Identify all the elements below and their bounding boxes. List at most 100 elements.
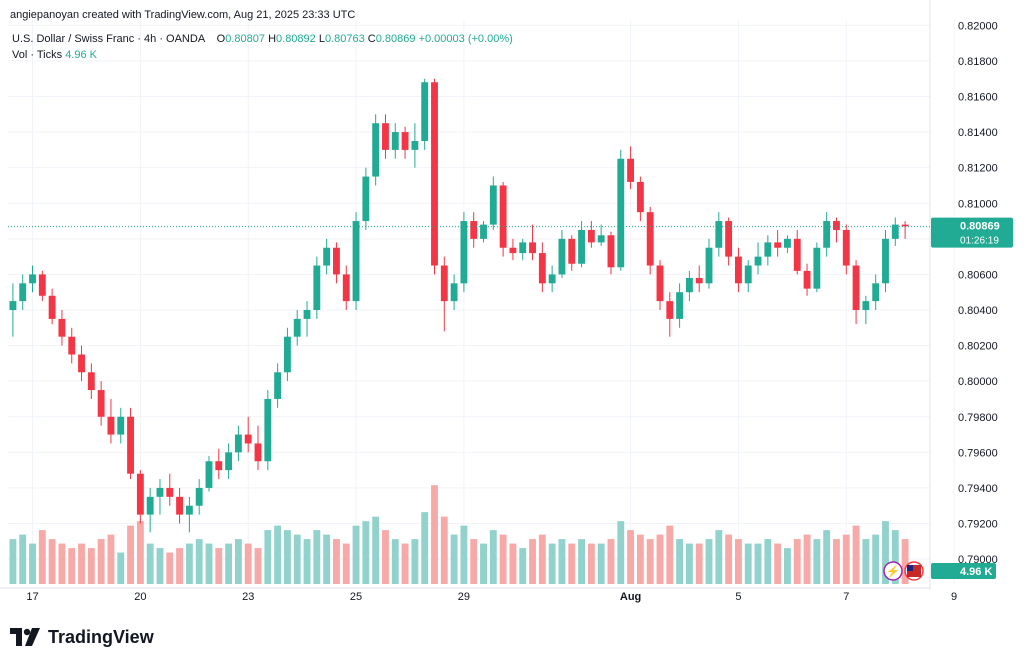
candle-body[interactable] [676, 292, 684, 319]
candle-body[interactable] [901, 224, 909, 227]
candle-body[interactable] [136, 473, 144, 515]
candle-body[interactable] [568, 238, 576, 264]
candle-body[interactable] [9, 301, 17, 311]
candle-body[interactable] [225, 452, 233, 471]
candle-body[interactable] [323, 247, 331, 266]
candle-body[interactable] [68, 336, 76, 355]
candle-body[interactable] [833, 221, 840, 230]
last-price-badge[interactable] [931, 217, 1013, 248]
candle-body[interactable] [803, 270, 811, 289]
candle-body[interactable] [784, 238, 791, 248]
candle-body[interactable] [293, 318, 301, 337]
candle-body[interactable] [58, 318, 66, 337]
candle-body[interactable] [666, 301, 674, 319]
candle-body[interactable] [254, 443, 262, 462]
candle-body[interactable] [793, 238, 801, 271]
candle-body[interactable] [872, 283, 880, 302]
events-icon[interactable] [883, 561, 903, 581]
candle-body[interactable] [391, 132, 399, 150]
candle-body[interactable] [862, 301, 870, 311]
candle-body[interactable] [823, 221, 831, 248]
candle-body[interactable] [813, 247, 821, 289]
candle-body[interactable] [78, 354, 85, 373]
candle-body[interactable] [774, 242, 782, 248]
candle-body[interactable] [166, 487, 174, 497]
candle-body[interactable] [744, 265, 752, 284]
candle-body[interactable] [333, 247, 340, 275]
candle-body[interactable] [185, 505, 193, 515]
candle-body[interactable] [754, 256, 762, 266]
candle-body[interactable] [244, 434, 252, 444]
candle-body[interactable] [519, 242, 527, 254]
candle-body[interactable] [87, 372, 95, 391]
candle-body[interactable] [176, 496, 184, 515]
candle-body[interactable] [421, 82, 429, 141]
candle-body[interactable] [342, 274, 350, 302]
candle-body[interactable] [107, 416, 115, 435]
candle-body[interactable] [283, 336, 291, 373]
candle-body[interactable] [636, 181, 644, 213]
candle-body[interactable] [234, 434, 242, 453]
tradingview-logo[interactable]: TradingView [10, 626, 154, 648]
candle-body[interactable] [450, 283, 458, 302]
candle-body[interactable] [38, 274, 46, 296]
candle-body[interactable] [19, 283, 27, 302]
candle-body[interactable] [734, 256, 742, 284]
candle-body[interactable] [264, 398, 272, 462]
volume-label[interactable]: Vol · Ticks [12, 49, 63, 61]
candle-body[interactable] [891, 224, 899, 239]
candle-body[interactable] [529, 242, 536, 254]
candle-body[interactable] [470, 221, 478, 239]
candle-body[interactable] [685, 277, 693, 293]
candle-body[interactable] [431, 82, 438, 266]
candle-body[interactable] [558, 238, 566, 275]
candle-body[interactable] [882, 238, 889, 284]
candle-body[interactable] [489, 185, 497, 225]
candle-body[interactable] [695, 277, 703, 284]
candle-body[interactable] [499, 185, 507, 248]
candle-body[interactable] [440, 265, 448, 302]
candle-body[interactable] [646, 212, 654, 266]
candle-body[interactable] [48, 295, 56, 319]
x-tick-label: 25 [350, 591, 362, 603]
candle-body[interactable] [656, 265, 664, 302]
candle-body[interactable] [274, 372, 282, 399]
candle-body[interactable] [146, 496, 154, 515]
candle-body[interactable] [705, 247, 713, 284]
candle-body[interactable] [313, 265, 321, 311]
candle-body[interactable] [362, 176, 370, 222]
candle-body[interactable] [852, 265, 860, 311]
candle-body[interactable] [764, 242, 772, 257]
candle-body[interactable] [411, 140, 419, 150]
candle-body[interactable] [597, 235, 605, 243]
candle-body[interactable] [205, 461, 213, 488]
candle-body[interactable] [509, 247, 517, 254]
candle-body[interactable] [127, 416, 134, 474]
candle-body[interactable] [29, 274, 36, 284]
symbol-title[interactable]: U.S. Dollar / Swiss Franc · 4h · OANDA [12, 33, 205, 45]
candle-body[interactable] [156, 487, 164, 497]
candle-body[interactable] [215, 461, 223, 471]
candle-body[interactable] [372, 123, 380, 177]
candle-body[interactable] [97, 390, 105, 417]
candle-body[interactable] [117, 416, 125, 435]
candle-body[interactable] [538, 253, 546, 284]
candle-body[interactable] [842, 229, 850, 266]
candle-body[interactable] [607, 235, 615, 268]
candle-body[interactable] [587, 229, 595, 243]
candle-body[interactable] [627, 158, 635, 182]
candle-body[interactable] [578, 229, 585, 264]
candle-body[interactable] [725, 221, 733, 257]
close-label: C [367, 33, 376, 45]
candle-body[interactable] [195, 487, 203, 506]
candle-body[interactable] [617, 158, 625, 268]
candle-body[interactable] [352, 221, 360, 302]
candle-body[interactable] [303, 310, 311, 319]
candle-body[interactable] [480, 224, 487, 239]
candle-body[interactable] [548, 274, 556, 284]
candle-body[interactable] [715, 221, 723, 248]
candle-body[interactable] [382, 123, 389, 150]
candle-body[interactable] [460, 221, 468, 284]
candle-body[interactable] [401, 132, 409, 150]
